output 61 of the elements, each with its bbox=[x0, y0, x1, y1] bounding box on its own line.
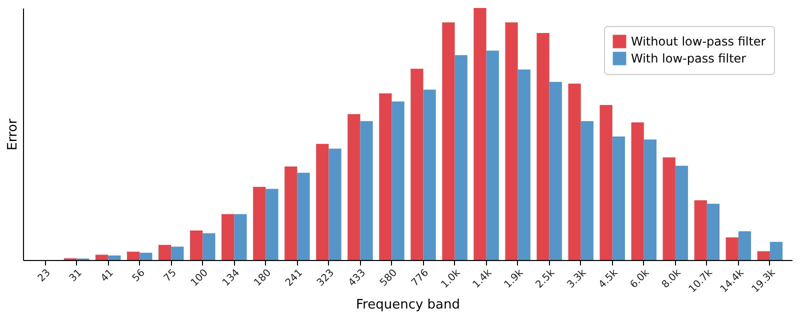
bar bbox=[770, 242, 783, 260]
bar bbox=[644, 140, 656, 260]
bar bbox=[234, 214, 247, 260]
bar bbox=[486, 50, 499, 260]
bar bbox=[284, 166, 298, 260]
bar bbox=[568, 84, 581, 260]
bar bbox=[505, 22, 518, 260]
x-tick-label: 56 bbox=[130, 268, 148, 284]
legend-label: With low-pass filter bbox=[631, 52, 746, 66]
bar bbox=[410, 68, 424, 260]
bar bbox=[549, 82, 562, 260]
bar bbox=[675, 166, 688, 260]
bar bbox=[694, 200, 707, 260]
bar bbox=[190, 230, 203, 260]
bar bbox=[392, 101, 404, 260]
x-tick-label: 433 bbox=[346, 268, 368, 289]
bar bbox=[316, 144, 329, 260]
bar bbox=[631, 122, 644, 260]
bar bbox=[266, 188, 278, 260]
bar bbox=[474, 8, 486, 260]
x-tick-label: 41 bbox=[99, 268, 116, 284]
bar bbox=[518, 69, 530, 260]
x-tick-label: 580 bbox=[378, 268, 400, 289]
bar bbox=[600, 105, 612, 260]
bar bbox=[726, 237, 738, 260]
bar bbox=[222, 214, 234, 260]
bar bbox=[379, 93, 392, 260]
x-tick-label: 180 bbox=[252, 268, 274, 289]
bar bbox=[442, 22, 455, 260]
bar bbox=[348, 114, 360, 260]
bar bbox=[297, 172, 310, 260]
bar bbox=[108, 255, 121, 260]
bar bbox=[360, 121, 373, 260]
bar bbox=[757, 251, 770, 260]
x-tick-label: 323 bbox=[315, 268, 336, 289]
bar bbox=[127, 252, 140, 260]
legend-label: Without low-pass filter bbox=[631, 34, 766, 48]
bar bbox=[158, 244, 172, 260]
bar bbox=[171, 246, 184, 260]
bar bbox=[423, 90, 436, 260]
bar bbox=[580, 121, 594, 260]
y-axis-title: Error bbox=[6, 118, 20, 150]
x-tick-label: 241 bbox=[284, 268, 305, 289]
bar bbox=[95, 254, 108, 260]
bar bbox=[253, 186, 266, 260]
bar bbox=[328, 148, 342, 260]
bar bbox=[536, 32, 550, 260]
bar bbox=[140, 252, 152, 260]
x-tick-label: 776 bbox=[410, 268, 432, 289]
x-tick-label: 31 bbox=[68, 268, 84, 284]
x-tick-label: 23 bbox=[36, 268, 53, 284]
bar bbox=[454, 55, 468, 260]
bar bbox=[662, 157, 676, 260]
bar bbox=[612, 136, 625, 260]
bar bbox=[202, 233, 216, 260]
x-tick-label: 134 bbox=[220, 268, 242, 289]
bar bbox=[706, 204, 720, 260]
x-axis-title: Frequency band bbox=[356, 297, 460, 312]
x-tick-label: 100 bbox=[189, 268, 210, 289]
x-tick-label: 75 bbox=[162, 268, 179, 284]
bar bbox=[738, 231, 752, 260]
